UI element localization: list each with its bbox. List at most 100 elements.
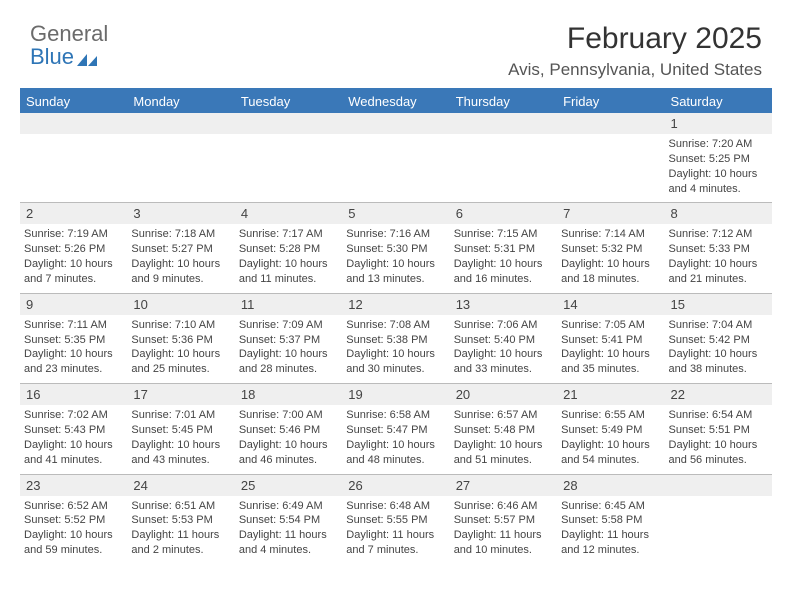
day-header: Friday (557, 90, 664, 113)
calendar-cell: 19Sunrise: 6:58 AMSunset: 5:47 PMDayligh… (342, 384, 449, 473)
title-block: February 2025 Avis, Pennsylvania, United… (508, 22, 762, 80)
calendar-cell: 3Sunrise: 7:18 AMSunset: 5:27 PMDaylight… (127, 203, 234, 292)
daylight-text: Daylight: 11 hours and 10 minutes. (454, 528, 553, 558)
sunset-text: Sunset: 5:31 PM (454, 242, 553, 257)
sunrise-text: Sunrise: 6:51 AM (131, 499, 230, 514)
swoosh-icon (77, 49, 101, 65)
sunrise-text: Sunrise: 7:10 AM (131, 318, 230, 333)
daylight-text: Daylight: 11 hours and 12 minutes. (561, 528, 660, 558)
sunset-text: Sunset: 5:58 PM (561, 513, 660, 528)
day-details: Sunrise: 7:04 AMSunset: 5:42 PMDaylight:… (665, 315, 772, 377)
day-number: 27 (450, 475, 557, 496)
day-number: 7 (557, 203, 664, 224)
month-title: February 2025 (508, 22, 762, 56)
day-number: 22 (665, 384, 772, 405)
calendar-cell: 13Sunrise: 7:06 AMSunset: 5:40 PMDayligh… (450, 294, 557, 383)
calendar-cell: 16Sunrise: 7:02 AMSunset: 5:43 PMDayligh… (20, 384, 127, 473)
day-number: 10 (127, 294, 234, 315)
day-number: 4 (235, 203, 342, 224)
daylight-text: Daylight: 10 hours and 56 minutes. (669, 438, 768, 468)
calendar-cell (235, 113, 342, 202)
day-number: 1 (665, 113, 772, 134)
calendar-cell: 24Sunrise: 6:51 AMSunset: 5:53 PMDayligh… (127, 475, 234, 564)
sunset-text: Sunset: 5:36 PM (131, 333, 230, 348)
day-details: Sunrise: 7:20 AMSunset: 5:25 PMDaylight:… (665, 134, 772, 196)
day-header: Saturday (665, 90, 772, 113)
day-details (557, 134, 664, 192)
day-number (557, 113, 664, 134)
day-number: 20 (450, 384, 557, 405)
daylight-text: Daylight: 10 hours and 33 minutes. (454, 347, 553, 377)
location: Avis, Pennsylvania, United States (508, 60, 762, 80)
day-number: 17 (127, 384, 234, 405)
sunrise-text: Sunrise: 7:02 AM (24, 408, 123, 423)
day-details: Sunrise: 7:12 AMSunset: 5:33 PMDaylight:… (665, 224, 772, 286)
day-number: 23 (20, 475, 127, 496)
day-details: Sunrise: 7:09 AMSunset: 5:37 PMDaylight:… (235, 315, 342, 377)
sunset-text: Sunset: 5:38 PM (346, 333, 445, 348)
day-details (665, 496, 772, 554)
sunrise-text: Sunrise: 7:16 AM (346, 227, 445, 242)
sunset-text: Sunset: 5:28 PM (239, 242, 338, 257)
calendar-cell: 23Sunrise: 6:52 AMSunset: 5:52 PMDayligh… (20, 475, 127, 564)
calendar-cell: 20Sunrise: 6:57 AMSunset: 5:48 PMDayligh… (450, 384, 557, 473)
sunrise-text: Sunrise: 6:55 AM (561, 408, 660, 423)
day-details: Sunrise: 7:17 AMSunset: 5:28 PMDaylight:… (235, 224, 342, 286)
sunrise-text: Sunrise: 6:48 AM (346, 499, 445, 514)
day-details: Sunrise: 6:51 AMSunset: 5:53 PMDaylight:… (127, 496, 234, 558)
sunset-text: Sunset: 5:53 PM (131, 513, 230, 528)
calendar-cell: 11Sunrise: 7:09 AMSunset: 5:37 PMDayligh… (235, 294, 342, 383)
sunset-text: Sunset: 5:46 PM (239, 423, 338, 438)
day-header-row: Sunday Monday Tuesday Wednesday Thursday… (20, 90, 772, 113)
day-details: Sunrise: 7:01 AMSunset: 5:45 PMDaylight:… (127, 405, 234, 467)
day-number (127, 113, 234, 134)
daylight-text: Daylight: 11 hours and 7 minutes. (346, 528, 445, 558)
sunset-text: Sunset: 5:25 PM (669, 152, 768, 167)
day-number: 13 (450, 294, 557, 315)
day-number: 26 (342, 475, 449, 496)
day-details: Sunrise: 6:54 AMSunset: 5:51 PMDaylight:… (665, 405, 772, 467)
calendar-cell: 22Sunrise: 6:54 AMSunset: 5:51 PMDayligh… (665, 384, 772, 473)
day-details (450, 134, 557, 192)
calendar-cell: 10Sunrise: 7:10 AMSunset: 5:36 PMDayligh… (127, 294, 234, 383)
day-header: Wednesday (342, 90, 449, 113)
calendar-cell: 14Sunrise: 7:05 AMSunset: 5:41 PMDayligh… (557, 294, 664, 383)
day-number (342, 113, 449, 134)
day-details (20, 134, 127, 192)
calendar-cell: 25Sunrise: 6:49 AMSunset: 5:54 PMDayligh… (235, 475, 342, 564)
day-number: 21 (557, 384, 664, 405)
day-details: Sunrise: 6:48 AMSunset: 5:55 PMDaylight:… (342, 496, 449, 558)
calendar-week: 9Sunrise: 7:11 AMSunset: 5:35 PMDaylight… (20, 293, 772, 383)
logo-text: General Blue (30, 22, 108, 68)
day-details: Sunrise: 6:46 AMSunset: 5:57 PMDaylight:… (450, 496, 557, 558)
daylight-text: Daylight: 10 hours and 9 minutes. (131, 257, 230, 287)
daylight-text: Daylight: 10 hours and 11 minutes. (239, 257, 338, 287)
day-details (235, 134, 342, 192)
daylight-text: Daylight: 10 hours and 59 minutes. (24, 528, 123, 558)
sunset-text: Sunset: 5:32 PM (561, 242, 660, 257)
sunrise-text: Sunrise: 7:18 AM (131, 227, 230, 242)
sunrise-text: Sunrise: 7:11 AM (24, 318, 123, 333)
day-details: Sunrise: 7:10 AMSunset: 5:36 PMDaylight:… (127, 315, 234, 377)
day-details: Sunrise: 7:18 AMSunset: 5:27 PMDaylight:… (127, 224, 234, 286)
daylight-text: Daylight: 10 hours and 41 minutes. (24, 438, 123, 468)
calendar-cell: 21Sunrise: 6:55 AMSunset: 5:49 PMDayligh… (557, 384, 664, 473)
daylight-text: Daylight: 10 hours and 16 minutes. (454, 257, 553, 287)
calendar-cell: 26Sunrise: 6:48 AMSunset: 5:55 PMDayligh… (342, 475, 449, 564)
logo-blue-word: Blue (30, 45, 74, 68)
day-details: Sunrise: 6:45 AMSunset: 5:58 PMDaylight:… (557, 496, 664, 558)
calendar-cell: 18Sunrise: 7:00 AMSunset: 5:46 PMDayligh… (235, 384, 342, 473)
sunrise-text: Sunrise: 7:05 AM (561, 318, 660, 333)
sunrise-text: Sunrise: 6:52 AM (24, 499, 123, 514)
sunset-text: Sunset: 5:55 PM (346, 513, 445, 528)
day-details: Sunrise: 7:11 AMSunset: 5:35 PMDaylight:… (20, 315, 127, 377)
daylight-text: Daylight: 10 hours and 4 minutes. (669, 167, 768, 197)
day-number: 18 (235, 384, 342, 405)
sunset-text: Sunset: 5:26 PM (24, 242, 123, 257)
calendar-week: 16Sunrise: 7:02 AMSunset: 5:43 PMDayligh… (20, 383, 772, 473)
day-header: Thursday (450, 90, 557, 113)
sunset-text: Sunset: 5:35 PM (24, 333, 123, 348)
sunset-text: Sunset: 5:51 PM (669, 423, 768, 438)
day-number (20, 113, 127, 134)
logo: General Blue (30, 22, 108, 68)
